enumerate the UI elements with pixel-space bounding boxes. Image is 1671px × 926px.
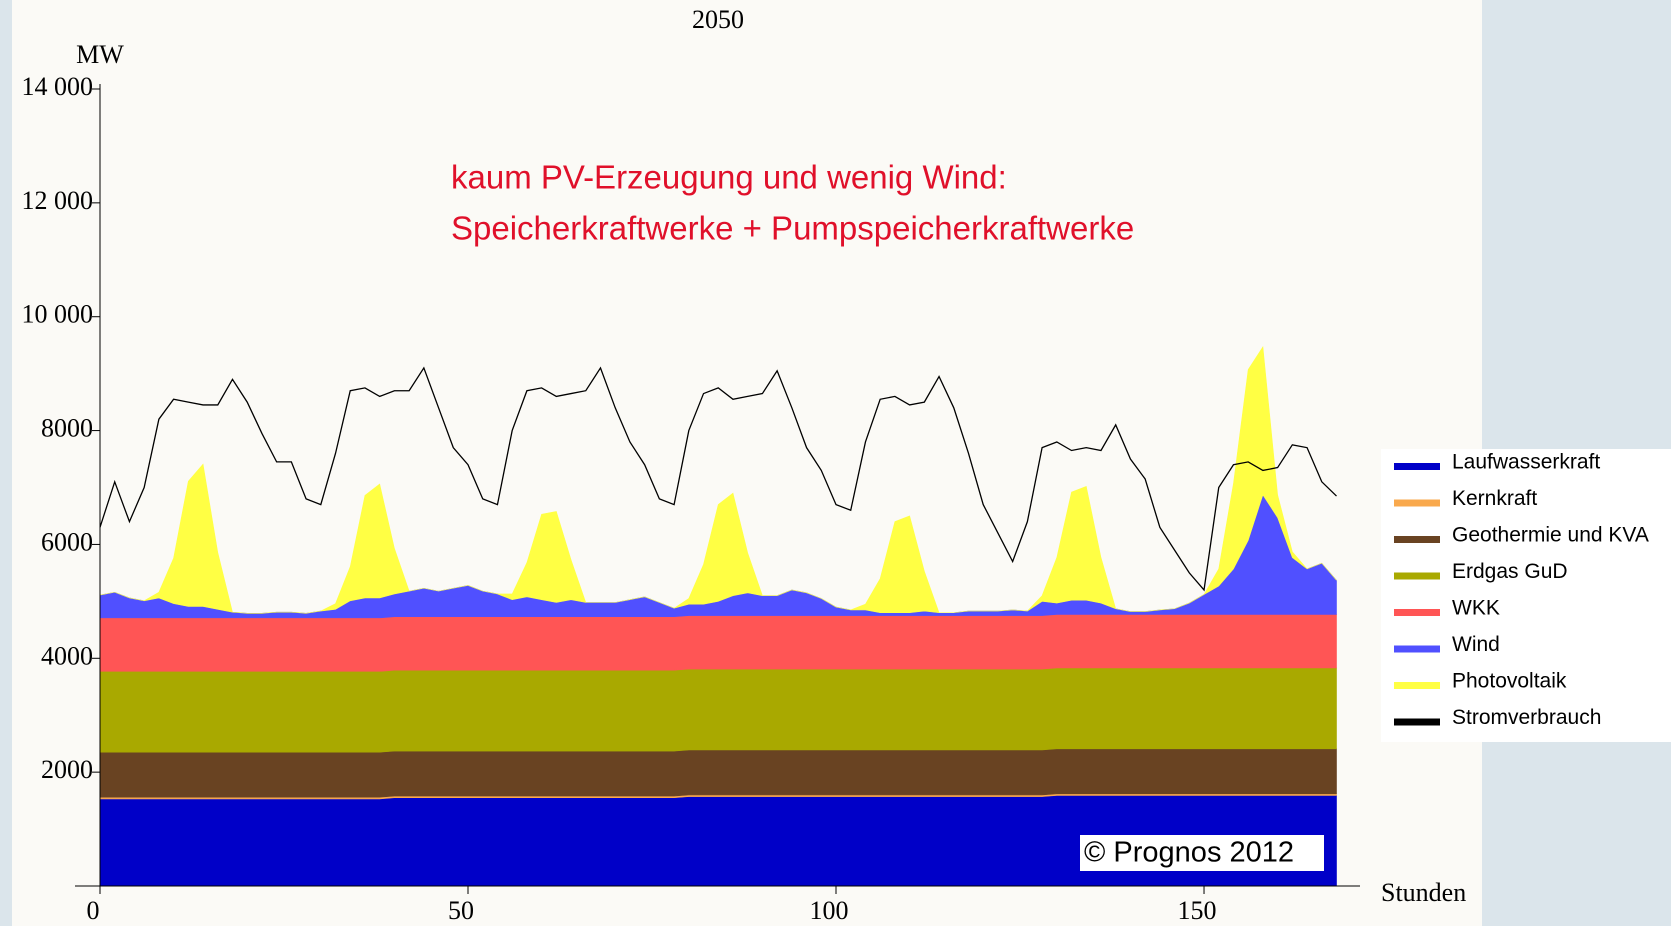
source-box bbox=[1080, 835, 1324, 871]
y-tick-label: 4000 bbox=[41, 641, 93, 670]
y-tick-label: 12 000 bbox=[22, 186, 94, 215]
legend-label: Photovoltaik bbox=[1452, 670, 1567, 693]
annotation: Speicherkraftwerke + Pumpspeicherkraftwe… bbox=[451, 210, 1134, 247]
area bbox=[99, 667, 1337, 753]
legend-swatch bbox=[1394, 572, 1440, 580]
legend-label: Erdgas GuD bbox=[1452, 560, 1568, 583]
x-tick-label: 0 bbox=[87, 896, 100, 925]
legend-label: Kernkraft bbox=[1452, 487, 1537, 510]
legend-label: Geothermie und KVA bbox=[1452, 524, 1649, 547]
legend-swatch bbox=[1394, 718, 1440, 726]
legend-label: Laufwasserkraft bbox=[1452, 451, 1600, 474]
chart-title: 2050 bbox=[692, 5, 744, 34]
legend-label: WKK bbox=[1452, 597, 1500, 620]
legend-swatch bbox=[1394, 536, 1440, 543]
annotation: kaum PV-Erzeugung und wenig Wind: bbox=[451, 159, 1007, 196]
x-tick-label: 100 bbox=[810, 896, 849, 925]
legend-swatch bbox=[1394, 645, 1440, 653]
legend-swatch bbox=[1394, 499, 1440, 507]
y-tick-label: 14 000 bbox=[22, 72, 94, 101]
y-tick-label: 2000 bbox=[41, 755, 93, 784]
y-tick-label: 10 000 bbox=[22, 300, 94, 329]
legend-swatch bbox=[1394, 682, 1440, 689]
legend-swatch bbox=[1394, 463, 1440, 470]
legend-swatch bbox=[1394, 609, 1440, 616]
y-tick-label: 6000 bbox=[41, 527, 93, 556]
y-axis-label: MW bbox=[76, 40, 124, 69]
line bbox=[99, 366, 1337, 592]
legend-label: Stromverbrauch bbox=[1452, 706, 1601, 729]
area bbox=[99, 614, 1337, 672]
y-tick-label: 8000 bbox=[41, 414, 93, 443]
plot-area bbox=[99, 346, 1337, 887]
area bbox=[99, 748, 1337, 798]
x-axis-label: Stunden bbox=[1381, 878, 1466, 907]
legend-box bbox=[1381, 449, 1671, 742]
legend-label: Wind bbox=[1452, 633, 1500, 656]
legend: Laufwasserkraft Kernkraft Geothermie und K… bbox=[1394, 451, 1649, 729]
source: © Prognos 2012 bbox=[1084, 837, 1294, 869]
x-tick-label: 50 bbox=[448, 896, 474, 925]
x-tick-label: 150 bbox=[1178, 896, 1217, 925]
area bbox=[99, 346, 1337, 614]
